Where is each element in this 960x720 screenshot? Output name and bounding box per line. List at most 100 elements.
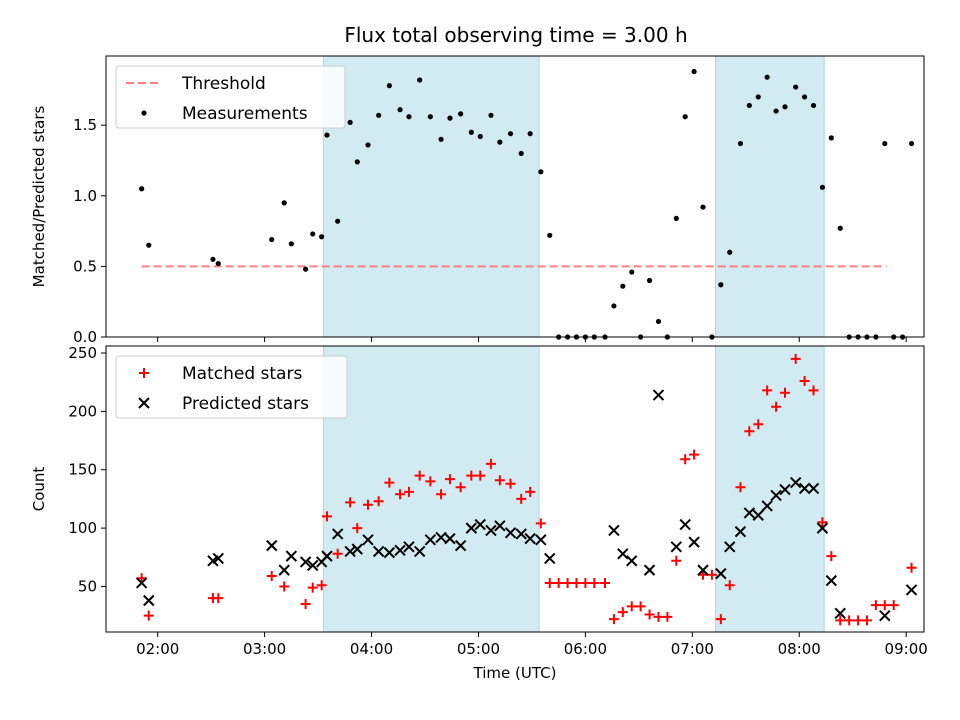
legend: Matched stars Predicted stars <box>115 355 348 419</box>
matched-star-point <box>626 601 637 612</box>
measurement-point <box>468 129 474 135</box>
y-axis-label: Matched/Predicted stars <box>30 106 48 288</box>
measurement-point <box>458 111 464 117</box>
matched-star-point <box>345 497 356 508</box>
y-axis-label: Count <box>30 467 48 512</box>
predicted-star-point <box>626 555 638 567</box>
predicted-star-point <box>789 476 802 489</box>
matched-star-point <box>635 601 646 612</box>
y-tick-label: 150 <box>68 461 97 479</box>
predicted-star-point <box>424 534 437 546</box>
matched-star-point <box>844 615 855 626</box>
measurement-point <box>302 266 309 272</box>
predicted-star-point <box>643 564 656 576</box>
legend-label: Matched stars <box>182 364 302 384</box>
matched-star-point <box>715 614 726 625</box>
measurement-point <box>538 169 544 175</box>
predicted-star-point <box>688 536 700 548</box>
measurement-point <box>269 236 275 243</box>
predicted-star-point <box>679 518 691 531</box>
matched-star-point <box>762 385 773 396</box>
matched-star-point <box>562 577 573 588</box>
measurement-point <box>673 215 679 221</box>
legend-label: Threshold <box>181 74 266 94</box>
matched-star-point <box>384 477 395 488</box>
measurement-point <box>477 133 483 140</box>
x-axis-label: Time (UTC) <box>473 664 557 682</box>
matched-star-point <box>525 486 536 497</box>
matched-star-point <box>589 577 600 588</box>
x-tick-label: 07:00 <box>671 640 714 658</box>
predicted-star-point <box>779 483 791 496</box>
matched-star-point <box>580 577 591 588</box>
measurement-point <box>427 114 433 120</box>
matched-star-point <box>879 600 890 611</box>
predicted-star-point <box>278 564 290 576</box>
matched-star-point <box>436 489 447 500</box>
x-tick-label: 03:00 <box>243 640 286 658</box>
x-tick-label: 04:00 <box>350 640 393 658</box>
matched-star-point <box>414 470 425 481</box>
matched-star-point <box>706 569 717 580</box>
predicted-star-point <box>798 482 811 495</box>
matched-star-point <box>680 454 691 465</box>
matched-star-point <box>671 555 682 566</box>
measurement-point <box>620 283 626 289</box>
measurement-point <box>507 131 514 137</box>
measurement-point <box>310 231 316 237</box>
matched-star-point <box>644 609 655 620</box>
measurement-point <box>629 269 635 275</box>
predicted-star-point <box>403 541 415 553</box>
matched-star-point <box>553 577 564 588</box>
matched-star-point <box>466 470 477 481</box>
predicted-star-point <box>299 556 312 568</box>
matched-star-point <box>544 577 555 588</box>
predicted-star-point <box>266 539 278 552</box>
legend-box <box>115 355 348 419</box>
matched-star-point <box>300 598 311 609</box>
measurement-point <box>447 115 453 121</box>
matched-star-point <box>744 426 755 437</box>
matched-star-point <box>753 419 764 430</box>
measurement-point <box>737 140 744 147</box>
legend-label: Predicted stars <box>182 394 309 414</box>
matched-star-point <box>362 499 373 510</box>
predicted-star-point <box>362 534 374 546</box>
measurement-point <box>908 140 915 147</box>
observing-window-1 <box>322 345 540 633</box>
measurement-point <box>319 234 325 240</box>
matched-star-point <box>485 458 496 469</box>
y-tick-label: 1.0 <box>73 187 97 205</box>
measurement-point <box>406 114 412 120</box>
measurement-point <box>146 242 152 248</box>
matched-star-point <box>307 582 318 593</box>
predicted-star-point <box>465 522 478 534</box>
matched-star-point <box>425 476 436 487</box>
matched-star-point <box>608 614 619 625</box>
predicted-star-point <box>135 577 148 589</box>
matched-star-point <box>279 581 290 592</box>
x-tick-label: 06:00 <box>564 640 607 658</box>
matched-star-point <box>689 449 700 460</box>
x-tick-label: 09:00 <box>885 640 928 658</box>
y-tick-label: 1.5 <box>73 116 97 134</box>
measurement-point <box>365 142 371 148</box>
legend-predicted-swatch <box>138 397 150 409</box>
predicted-star-point <box>331 528 344 540</box>
matched-star-point <box>826 551 837 562</box>
measurement-point <box>655 318 662 325</box>
matched-star-point <box>444 474 455 485</box>
measurement-point <box>139 186 145 192</box>
predicted-star-point <box>383 546 396 559</box>
y-tick-label: 0.0 <box>73 328 97 346</box>
predicted-star-point <box>307 559 319 572</box>
predicted-star-point <box>212 552 224 565</box>
matched-star-point <box>853 615 864 626</box>
matched-star-point <box>332 548 343 559</box>
measurement-point <box>828 135 834 141</box>
legend-matched-swatch <box>139 368 149 378</box>
matched-star-point <box>771 401 782 412</box>
measurement-point <box>882 140 888 147</box>
measurement-point <box>376 112 382 118</box>
predicted-star-point <box>454 539 467 552</box>
